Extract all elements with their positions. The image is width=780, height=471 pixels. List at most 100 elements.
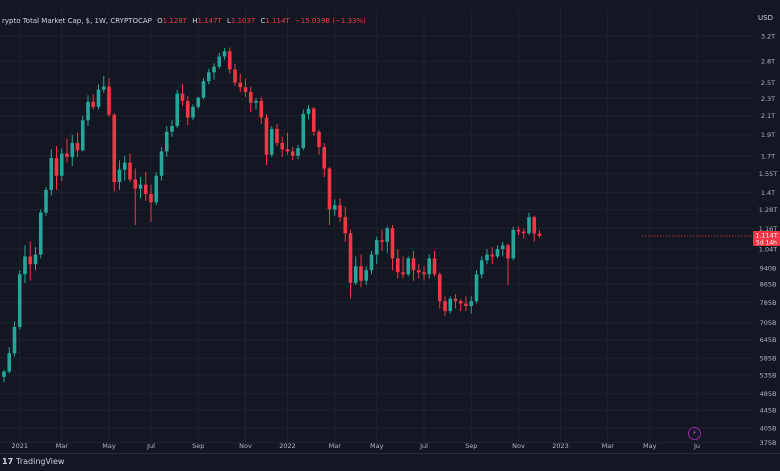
candle-body: [44, 189, 48, 213]
candle: [65, 138, 69, 163]
price-tick-label: 1.04T: [759, 245, 777, 253]
candle: [33, 247, 38, 271]
candle-body: [327, 168, 332, 210]
price-tick-label: 535B: [760, 372, 777, 380]
candle: [70, 134, 75, 167]
candle-body: [17, 274, 22, 327]
candle: [217, 52, 222, 69]
time-tick-label: Jul: [146, 442, 155, 450]
candle-body: [500, 245, 505, 249]
candle: [275, 124, 279, 147]
candle: [338, 198, 342, 222]
candle-body: [23, 256, 27, 275]
time-tick-label: Nov: [512, 442, 525, 450]
candle-body: [411, 258, 416, 271]
candle-body: [380, 240, 384, 242]
candle: [422, 266, 426, 281]
symbol-name[interactable]: rypto Total Market Cap, $, 1W, CRYPTOCAP: [2, 17, 152, 25]
candle-body: [406, 258, 411, 275]
candle: [406, 256, 411, 277]
candle: [227, 47, 232, 74]
candle-body: [317, 131, 321, 148]
candle: [290, 147, 295, 161]
candle: [332, 199, 337, 216]
candle: [485, 248, 489, 265]
candle-body: [516, 229, 521, 232]
candle-body: [322, 147, 327, 169]
candle: [164, 125, 169, 157]
candle-body: [59, 153, 64, 176]
price-axis[interactable]: 3.2T 2.8T 2.5T 2.3T 2.1T 1.9T 1.7T 1.55T 1.4T 1.2…: [759, 32, 777, 447]
price-tick-label: 1.4T: [761, 189, 775, 197]
candle: [128, 153, 132, 183]
candle-body: [91, 101, 96, 107]
candle-body: [338, 205, 342, 218]
candle: [117, 160, 122, 190]
candle-body: [285, 149, 290, 152]
candle: [322, 142, 327, 178]
candle-body: [2, 371, 6, 377]
candle-body: [453, 298, 458, 302]
price-tick-label: 2.3T: [761, 95, 775, 103]
candle: [301, 109, 306, 151]
candle-body: [191, 106, 195, 118]
candle-body: [464, 303, 468, 307]
low-value: 1.103T: [230, 17, 256, 25]
price-tick-label: 705B: [760, 319, 777, 327]
candle-body: [306, 108, 311, 114]
candle-body: [159, 151, 164, 176]
change-value: −15.039B (−1.33%): [294, 17, 366, 25]
candle: [506, 243, 510, 286]
candle: [437, 272, 442, 309]
time-tick-label: Jul: [419, 442, 428, 450]
tradingview-brand[interactable]: 17 TradingView: [2, 457, 64, 466]
brand-name: TradingView: [16, 457, 65, 466]
candle: [23, 245, 27, 283]
time-axis[interactable]: 2021 Mar May Jul Sep Nov 2022 Mar May Jul Sep Nov 20…: [11, 442, 700, 450]
price-tick-label: 1.55T: [759, 170, 777, 178]
candle-body: [374, 240, 379, 255]
price-tick-label: 940B: [760, 265, 777, 273]
candle-body: [275, 128, 279, 143]
candle-body: [49, 158, 54, 190]
price-tick-label: 2.1T: [761, 112, 775, 120]
candle: [238, 73, 243, 92]
time-tick-label: Sep: [465, 442, 477, 450]
candle-body: [122, 162, 127, 170]
time-tick-label: Mar: [56, 442, 69, 450]
candle-body: [259, 100, 264, 118]
lightning-icon[interactable]: ⚡: [688, 427, 701, 440]
candle: [327, 167, 332, 226]
candle: [296, 144, 300, 160]
candle: [395, 248, 400, 279]
currency-label[interactable]: USD: [758, 14, 773, 22]
candle-body: [359, 266, 363, 281]
candle: [359, 254, 363, 288]
candle-body: [12, 326, 17, 354]
candle-body: [479, 260, 484, 275]
price-tick-label: 485B: [760, 390, 777, 398]
candle-body: [311, 108, 316, 132]
candle: [206, 68, 211, 85]
candle: [28, 241, 33, 281]
candle: [248, 86, 253, 113]
price-tick-label: 2.5T: [761, 79, 775, 87]
candle-body: [416, 270, 421, 273]
candle: [401, 256, 405, 279]
candle-body: [401, 272, 405, 275]
candle: [464, 296, 468, 311]
price-tick-label: 445B: [760, 406, 777, 414]
price-tick-label: 645B: [760, 336, 777, 344]
candle: [91, 94, 96, 110]
candle: [191, 104, 195, 121]
candle: [38, 209, 43, 259]
candle-body: [227, 51, 232, 70]
open-value: 1.128T: [162, 17, 187, 25]
candle-body: [490, 254, 495, 257]
candle-body: [269, 128, 274, 155]
time-tick-label: 2023: [552, 442, 569, 450]
candle: [54, 146, 59, 190]
candle: [495, 245, 500, 259]
candle-body: [80, 120, 85, 151]
